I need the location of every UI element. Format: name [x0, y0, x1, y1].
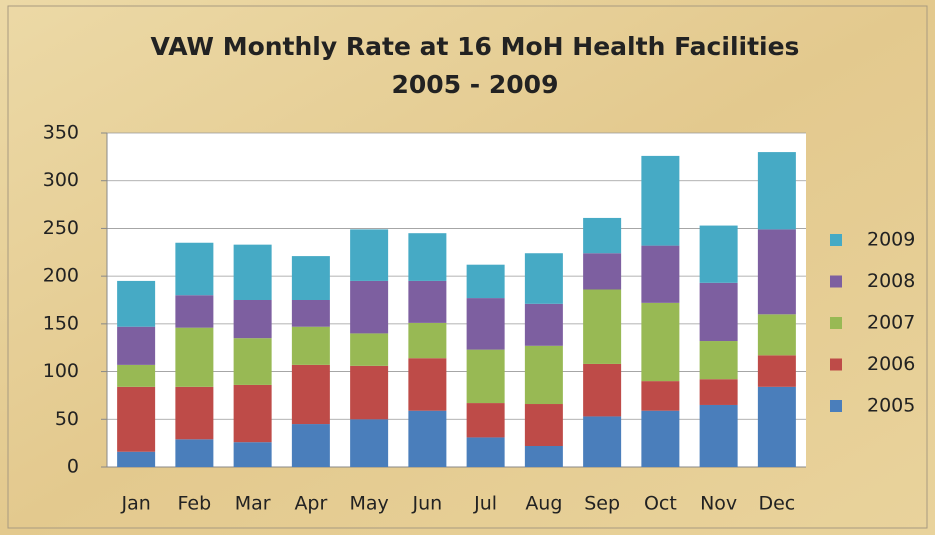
legend-swatch — [830, 400, 842, 412]
bar-segment — [117, 280, 156, 327]
bar-segment — [117, 451, 156, 467]
bar-segment — [583, 363, 622, 417]
bar-segment — [757, 355, 796, 387]
bar-segment — [641, 245, 680, 303]
legend-swatch — [830, 358, 842, 371]
bar-segment — [699, 341, 738, 380]
bar-segment — [699, 225, 738, 283]
bar-segment — [233, 338, 272, 385]
y-tick-label: 100 — [43, 360, 79, 382]
bar-segment — [350, 365, 389, 420]
bar-segment — [408, 322, 447, 359]
x-tick-label: Aug — [525, 493, 562, 515]
bar-segment — [175, 439, 214, 467]
bar-segment — [466, 264, 505, 299]
bar-segment — [233, 244, 272, 300]
bar-segment — [757, 152, 796, 230]
bar-segment — [233, 384, 272, 443]
bar-segment — [524, 446, 563, 467]
bar-segment — [641, 410, 680, 467]
y-tick-label: 150 — [43, 312, 79, 334]
bar-segment — [350, 333, 389, 366]
bar-segment — [466, 437, 505, 467]
bar-segment — [699, 379, 738, 405]
bar-segment — [641, 302, 680, 382]
bar-segment — [233, 442, 272, 467]
bar-segment — [117, 386, 156, 452]
bar-segment — [466, 298, 505, 350]
x-tick-label: Jul — [473, 493, 497, 515]
bar-segment — [524, 404, 563, 447]
bar-segment — [524, 345, 563, 405]
bar-segment — [408, 358, 447, 411]
chart-border — [7, 5, 928, 529]
bar-segment — [757, 386, 796, 467]
legend-label: 2009 — [867, 229, 915, 251]
x-tick-label: May — [349, 493, 388, 515]
legend-label: 2007 — [867, 312, 915, 334]
bar-segment — [291, 326, 330, 365]
legend-label: 2008 — [867, 270, 915, 292]
bar-segment — [466, 349, 505, 404]
bar-segment — [350, 280, 389, 334]
bar-segment — [117, 364, 156, 387]
x-tick-label: Jan — [120, 493, 150, 515]
x-tick-label: Mar — [235, 493, 271, 515]
bar-segment — [291, 300, 330, 327]
x-tick-label: Jun — [412, 493, 443, 515]
x-tick-label: Apr — [294, 493, 327, 515]
bar-segment — [583, 253, 622, 290]
chart-title: VAW Monthly Rate at 16 MoH Health Facili… — [151, 32, 800, 61]
bar-segment — [641, 381, 680, 411]
bar-segment — [117, 326, 156, 365]
bar-segment — [583, 217, 622, 254]
y-tick-label: 200 — [43, 265, 79, 287]
bar-segment — [583, 416, 622, 467]
x-tick-label: Sep — [584, 493, 620, 515]
bar-segment — [757, 314, 796, 356]
x-tick-label: Nov — [700, 493, 737, 515]
bar-segment — [175, 327, 214, 387]
bar-segment — [291, 256, 330, 300]
bar-segment — [291, 364, 330, 425]
y-tick-label: 0 — [67, 456, 79, 478]
plot-area — [107, 133, 806, 467]
chart-subtitle: 2005 - 2009 — [392, 70, 559, 99]
bar-segment — [350, 419, 389, 467]
bar-segment — [583, 289, 622, 364]
bar-segment — [350, 229, 389, 281]
y-tick-label: 300 — [43, 169, 79, 191]
y-tick-label: 350 — [43, 122, 79, 144]
bar-segment — [175, 242, 214, 296]
bar-segment — [699, 282, 738, 342]
legend-swatch — [830, 234, 842, 246]
bar-segment — [466, 403, 505, 438]
bar-segment — [524, 253, 563, 304]
bar-segment — [408, 280, 447, 323]
bar-segment — [757, 229, 796, 315]
bar-segment — [408, 233, 447, 281]
y-tick-label: 250 — [43, 217, 79, 239]
bar-segment — [524, 303, 563, 346]
x-tick-label: Dec — [758, 493, 795, 515]
y-tick-label: 50 — [55, 408, 79, 430]
legend-label: 2006 — [867, 353, 915, 375]
x-tick-label: Feb — [178, 493, 212, 515]
bar-segment — [175, 386, 214, 440]
legend-swatch — [830, 275, 842, 288]
bar-segment — [175, 295, 214, 328]
bar-segment — [699, 404, 738, 467]
legend-swatch — [830, 317, 842, 329]
legend-label: 2005 — [867, 395, 915, 417]
bar-segment — [291, 424, 330, 467]
bar-segment — [408, 410, 447, 467]
bar-segment — [233, 300, 272, 339]
x-tick-label: Oct — [644, 493, 677, 515]
bar-segment — [641, 155, 680, 246]
